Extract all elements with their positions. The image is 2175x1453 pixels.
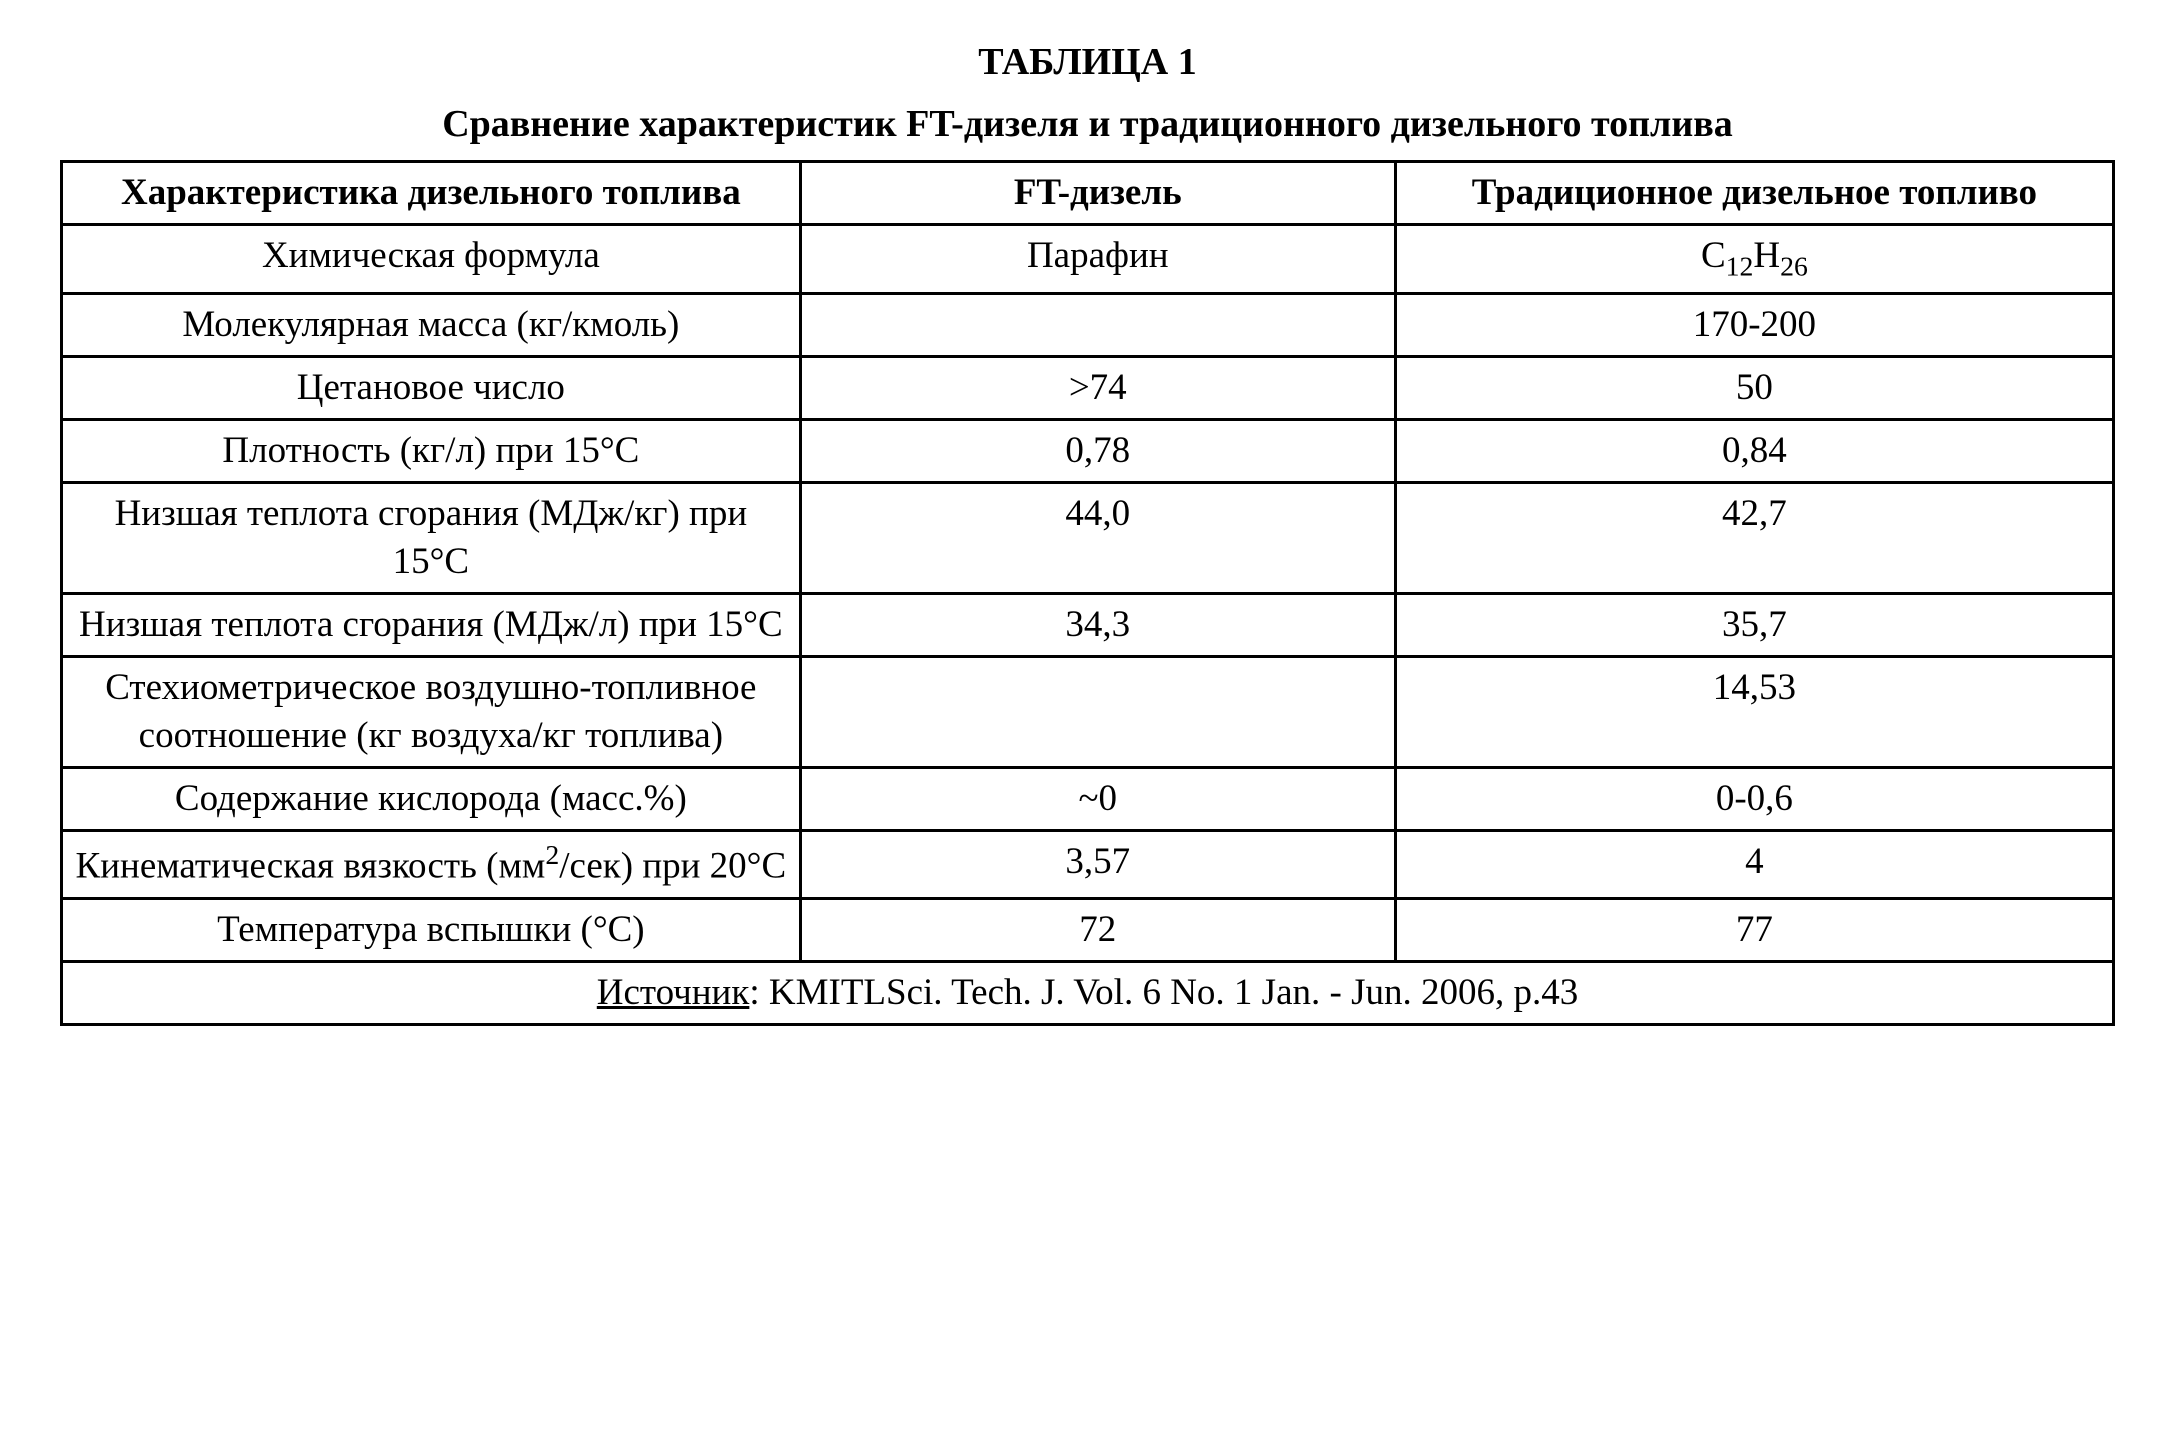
table-row: Температура вспышки (°C) 72 77	[62, 898, 2114, 961]
cell-trad: 0,84	[1395, 419, 2113, 482]
table-row: Низшая теплота сгорания (МДж/л) при 15°C…	[62, 594, 2114, 657]
cell-label: Плотность (кг/л) при 15°C	[62, 419, 801, 482]
cell-ft: ~0	[800, 768, 1395, 831]
comparison-table: Характеристика дизельного топлива FT-диз…	[60, 160, 2115, 1026]
table-row: Молекулярная масса (кг/кмоль) 170-200	[62, 293, 2114, 356]
cell-ft: 3,57	[800, 831, 1395, 898]
cell-ft	[800, 657, 1395, 768]
cell-trad: 50	[1395, 356, 2113, 419]
cell-label: Низшая теплота сгорания (МДж/кг) при 15°…	[62, 482, 801, 593]
source-cell: Источник: KMITLSci. Tech. J. Vol. 6 No. …	[62, 961, 2114, 1024]
cell-trad: 35,7	[1395, 594, 2113, 657]
cell-ft: 0,78	[800, 419, 1395, 482]
table-caption: Сравнение характеристик FT-дизеля и трад…	[60, 102, 2115, 146]
cell-label: Температура вспышки (°C)	[62, 898, 801, 961]
table-row: Цетановое число >74 50	[62, 356, 2114, 419]
cell-trad: 0-0,6	[1395, 768, 2113, 831]
cell-ft: Парафин	[800, 225, 1395, 293]
cell-trad: 170-200	[1395, 293, 2113, 356]
table-row: Содержание кислорода (масс.%) ~0 0-0,6	[62, 768, 2114, 831]
cell-label: Химическая формула	[62, 225, 801, 293]
cell-ft: 72	[800, 898, 1395, 961]
cell-ft: 34,3	[800, 594, 1395, 657]
table-container: ТАБЛИЦА 1 Сравнение характеристик FT-диз…	[60, 40, 2115, 1026]
table-number: ТАБЛИЦА 1	[60, 40, 2115, 84]
cell-trad: 4	[1395, 831, 2113, 898]
col-header-traditional-diesel: Традиционное дизельное топливо	[1395, 162, 2113, 225]
cell-ft: >74	[800, 356, 1395, 419]
cell-trad: 14,53	[1395, 657, 2113, 768]
table-source-row: Источник: KMITLSci. Tech. J. Vol. 6 No. …	[62, 961, 2114, 1024]
table-header-row: Характеристика дизельного топлива FT-диз…	[62, 162, 2114, 225]
table-row: Стехиометрическое воздушно-топливное соо…	[62, 657, 2114, 768]
cell-label: Кинематическая вязкость (мм2/сек) при 20…	[62, 831, 801, 898]
cell-label: Молекулярная масса (кг/кмоль)	[62, 293, 801, 356]
cell-label: Низшая теплота сгорания (МДж/л) при 15°C	[62, 594, 801, 657]
cell-label: Цетановое число	[62, 356, 801, 419]
cell-trad: 42,7	[1395, 482, 2113, 593]
table-row: Низшая теплота сгорания (МДж/кг) при 15°…	[62, 482, 2114, 593]
source-prefix: Источник	[597, 972, 750, 1013]
table-row: Плотность (кг/л) при 15°C 0,78 0,84	[62, 419, 2114, 482]
table-row: Химическая формула Парафин C12H26	[62, 225, 2114, 293]
col-header-ft-diesel: FT-дизель	[800, 162, 1395, 225]
cell-trad: C12H26	[1395, 225, 2113, 293]
cell-label: Стехиометрическое воздушно-топливное соо…	[62, 657, 801, 768]
cell-trad: 77	[1395, 898, 2113, 961]
table-row: Кинематическая вязкость (мм2/сек) при 20…	[62, 831, 2114, 898]
source-text: : KMITLSci. Tech. J. Vol. 6 No. 1 Jan. -…	[749, 972, 1578, 1013]
col-header-characteristic: Характеристика дизельного топлива	[62, 162, 801, 225]
cell-ft	[800, 293, 1395, 356]
cell-ft: 44,0	[800, 482, 1395, 593]
cell-label: Содержание кислорода (масс.%)	[62, 768, 801, 831]
